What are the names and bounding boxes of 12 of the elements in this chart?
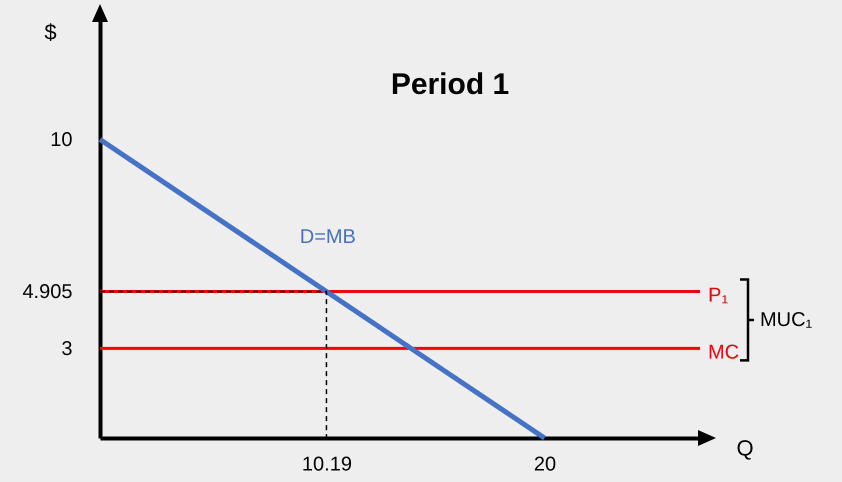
series-label: D=MB [300, 226, 356, 248]
ref-line-label: MC [708, 341, 740, 364]
x-tick-label: 10.19 [302, 454, 352, 476]
y-tick-label: 10 [50, 128, 72, 151]
y-axis-title: $ [44, 20, 57, 44]
x-tick-label: 20 [534, 454, 556, 476]
text: Period 1 [390, 68, 510, 101]
x-axis-title: Q [736, 436, 754, 460]
y-tick-label: 3 [61, 338, 72, 360]
y-tick-label: 4.905 [22, 281, 72, 304]
text: MUC₁ [760, 308, 813, 331]
ref-line-label: P₁ [708, 284, 728, 307]
